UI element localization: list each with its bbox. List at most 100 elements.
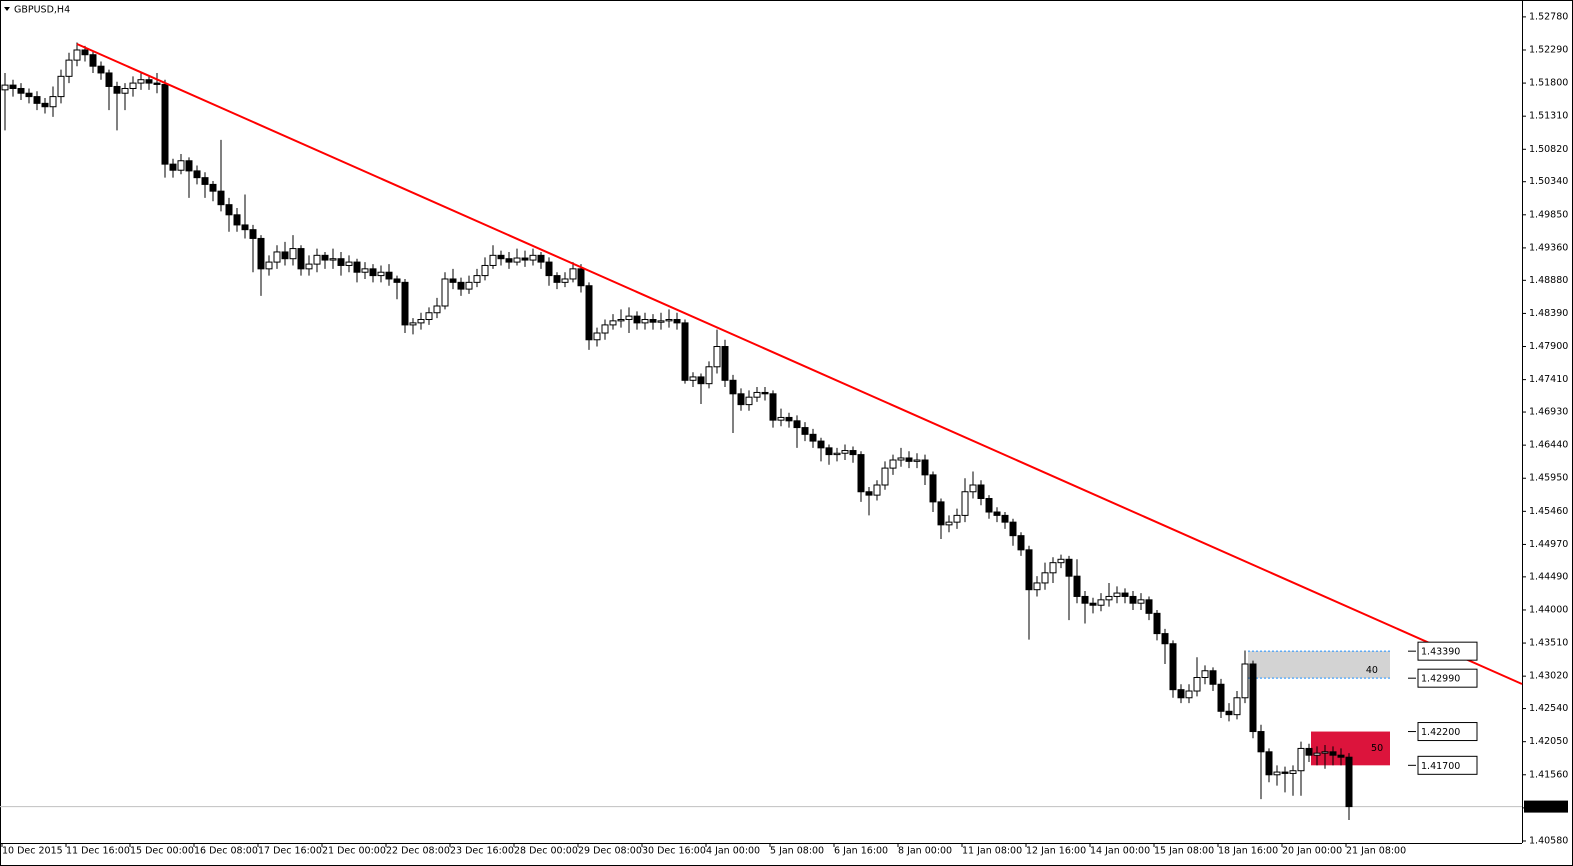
zone-label: 40 [1366,665,1378,676]
y-tick-label: 1.47410 [1529,374,1568,385]
candle-body [153,82,161,85]
candle-body [609,320,617,326]
candle-body [105,72,113,87]
candle-body [1225,710,1233,716]
candle-body [617,319,625,322]
candle-body [641,319,649,324]
candle-body [809,433,817,442]
candle-body [345,261,353,266]
candle-body [769,393,777,421]
candle-body [497,254,505,260]
x-tick-label: 18 Jan 16:00 [1218,846,1278,857]
candle-body [321,254,329,261]
candle-body [17,87,25,94]
candle-body [737,393,745,406]
y-tick-label: 1.51310 [1529,111,1568,122]
candle-body [873,484,881,496]
x-tick-label: 30 Dec 16:00 [642,846,706,857]
candle-body [241,224,249,231]
candle-body [1129,595,1137,604]
candle-body [33,96,41,104]
candle-body [785,416,793,422]
x-tick-label: 21 Dec 00:00 [322,846,386,857]
candle-body [137,79,145,84]
candle-body [489,254,497,266]
candle-body [1345,756,1353,808]
candle-body [1193,677,1201,692]
candle-body [57,75,65,98]
candle-body [1337,754,1345,758]
x-tick-label: 11 Dec 16:00 [66,846,130,857]
x-tick-label: 29 Dec 08:00 [578,846,642,857]
candle-body [849,450,857,456]
candle-body [537,254,545,263]
candle-body [1105,595,1113,601]
candle-body [369,268,377,277]
candle-body [425,312,433,321]
candle-body [193,170,201,179]
candle-body [905,457,913,462]
x-tick-label: 16 Dec 08:00 [194,846,258,857]
candle-body [129,82,137,89]
candle-body [801,427,809,435]
y-tick-label: 1.46930 [1529,407,1568,418]
candle-body [961,491,969,516]
plot: 40 50 [0,42,1522,821]
candle-body [401,281,409,326]
x-tick-label: 23 Dec 16:00 [450,846,514,857]
candle-body [313,254,321,265]
y-tick-label: 1.48390 [1529,308,1568,319]
y-tick-label: 1.43020 [1529,671,1568,682]
candle-body [1281,771,1289,774]
candle-body [1153,612,1161,635]
candle-body [1033,582,1041,591]
candle-body [1017,535,1025,551]
candle-body [337,258,345,266]
candle-body [385,271,393,280]
candle-body [561,278,569,283]
menu-arrow[interactable] [4,7,10,11]
candle-body [201,177,209,185]
candle-body [545,261,553,277]
y-tick-label: 1.47900 [1529,341,1568,352]
y-tick-label: 1.40580 [1529,835,1568,846]
candle-body [1073,575,1081,597]
candle-body [361,268,369,273]
candle-body [441,278,449,307]
candle-body [697,376,705,385]
x-tick-label: 20 Jan 00:00 [1282,846,1342,857]
candle-body [1273,771,1281,776]
candle-body [481,264,489,277]
candle-body [1145,599,1153,614]
level-label: 1.42200 [1421,727,1460,738]
candle-body [1009,521,1017,537]
x-tick-label: 4 Jan 00:00 [706,846,760,857]
candle-body [305,263,313,270]
candle-body [409,322,417,326]
candle-body [705,366,713,385]
candle-body [793,420,801,429]
level-label: 1.42990 [1421,674,1460,685]
candle-body [217,190,225,206]
y-tick-label: 1.46440 [1529,440,1568,451]
x-tick-label: 6 Jan 16:00 [834,846,888,857]
candle-body [577,268,585,287]
candle-body [1241,663,1249,699]
candle-body [521,257,529,261]
candle-body [689,376,697,381]
candle-body [529,254,537,261]
candle-body [889,459,897,469]
candle-body [473,275,481,283]
candle-body [329,258,337,261]
candle-body [297,248,305,270]
candle-body [817,440,825,449]
candle-body [1265,751,1273,776]
chart-title: GBPUSD,H4 [14,5,70,16]
y-tick-label: 1.42540 [1529,703,1568,714]
level-box [1417,641,1478,661]
candle-body [585,285,593,341]
candle-body [657,320,665,323]
candle-body [177,160,185,171]
